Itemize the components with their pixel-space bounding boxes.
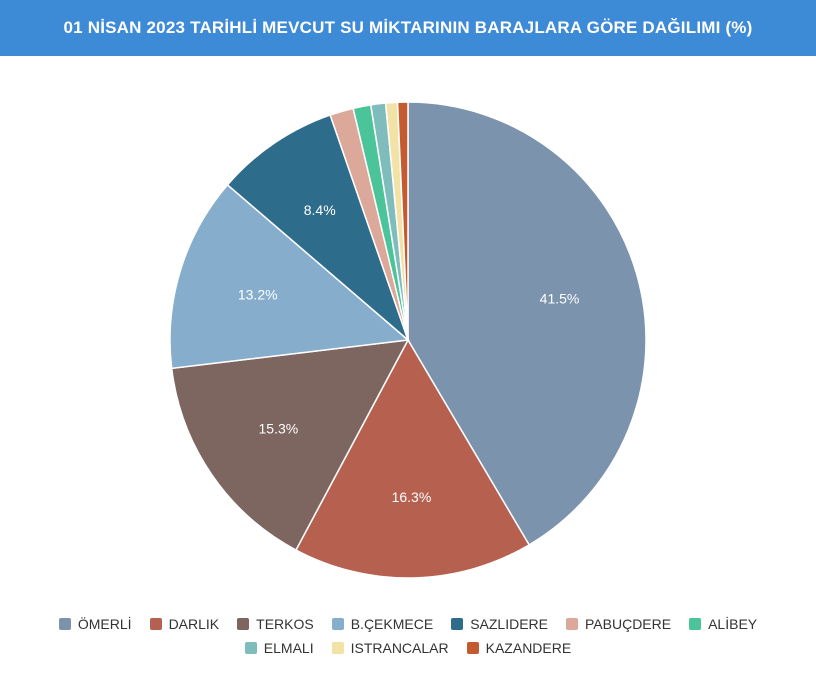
legend-item-alibey[interactable]: ALİBEY	[689, 616, 757, 632]
pie-slice-omerli[interactable]	[407, 101, 647, 546]
legend-swatch	[244, 642, 257, 654]
legend-swatch	[331, 642, 344, 654]
legend-swatch	[149, 618, 162, 630]
pie-chart: 41.5% 16.3% 15.3% 13.2% 8.4%	[169, 101, 647, 579]
legend-swatch	[451, 618, 464, 630]
legend-swatch	[566, 618, 578, 630]
chart-legend: ÖMERLİ DARLIK TERKOS B.ÇEKMECE SAZLIDERE PABU…	[0, 616, 816, 656]
legend-label: TERKOS	[256, 616, 314, 632]
legend-label: KAZANDERE	[485, 640, 572, 656]
pie-slice-kazandere[interactable]	[396, 101, 409, 341]
legend-swatch	[58, 618, 71, 630]
legend-swatch	[237, 618, 250, 630]
legend-item-kazandere[interactable]: KAZANDERE	[466, 640, 572, 656]
legend-label: ISTRANCALAR	[350, 640, 449, 656]
pie-slice-b-cekmece[interactable]	[169, 183, 410, 370]
legend-swatch	[466, 642, 479, 654]
legend-swatch	[331, 618, 344, 630]
legend-label: ALİBEY	[708, 616, 758, 632]
legend-item-elmali[interactable]: ELMALI	[244, 640, 314, 656]
pie-slice-sazlidere[interactable]	[226, 114, 410, 343]
pie-slice-terkos[interactable]	[170, 339, 410, 552]
legend-item-darlik[interactable]: DARLIK	[149, 616, 220, 632]
pie-slice-darlik[interactable]	[294, 338, 531, 579]
legend-item-terkos[interactable]: TERKOS	[237, 616, 314, 632]
legend-label: ELMALI	[263, 640, 314, 656]
slice-label-sazlidere: 8.4%	[304, 202, 336, 218]
legend-label: B.ÇEKMECE	[350, 616, 434, 632]
slice-label-terkos: 15.3%	[259, 421, 299, 437]
legend-item-pabucdere[interactable]: PABUÇDERE	[566, 616, 671, 632]
legend-item-istrancalar[interactable]: ISTRANCALAR	[331, 640, 449, 656]
slice-label-b-cekmece: 13.2%	[238, 286, 278, 302]
legend-label: SAZLIDERE	[470, 616, 548, 632]
legend-label: DARLIK	[168, 616, 220, 632]
legend-item-sazlidere[interactable]: SAZLIDERE	[451, 616, 548, 632]
legend-swatch	[689, 618, 702, 630]
legend-item-omerli[interactable]: ÖMERLİ	[58, 616, 132, 632]
legend-label: PABUÇDERE	[585, 616, 672, 632]
legend-label: ÖMERLİ	[77, 616, 132, 632]
slice-label-omerli: 41.5%	[540, 291, 580, 307]
chart-title: 01 NİSAN 2023 TARİHLİ MEVCUT SU MİKTARIN…	[63, 18, 753, 37]
slice-label-darlik: 16.3%	[392, 489, 432, 505]
chart-header: 01 NİSAN 2023 TARİHLİ MEVCUT SU MİKTARIN…	[0, 0, 816, 56]
legend-item-b-cekmece[interactable]: B.ÇEKMECE	[331, 616, 434, 632]
